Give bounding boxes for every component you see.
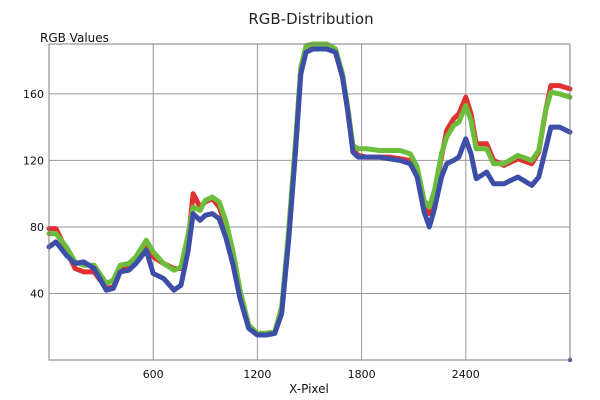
y-tick-label: 120 [23,154,44,167]
y-tick-label: 160 [23,88,44,101]
x-tick-label: 600 [143,368,164,381]
y-tick-label: 80 [30,221,44,234]
data-series-group [46,41,573,363]
tick-labels: 600 1200 1800 2400 40 80 120 160 [23,88,480,381]
x-tick-label: 2400 [452,368,480,381]
plot-area-border [48,43,571,361]
y-tick-label: 40 [30,287,44,300]
x-axis-label: X-Pixel [289,382,329,396]
grid-lines [49,44,570,360]
x-tick-label: 1200 [243,368,271,381]
chart-title: RGB-Distribution [248,10,373,28]
series-line-2 [46,41,573,336]
series-line-1 [46,43,573,336]
y-axis-label: RGB Values [40,31,109,45]
series-line-3 [46,46,573,338]
x-tick-label: 1800 [348,368,376,381]
